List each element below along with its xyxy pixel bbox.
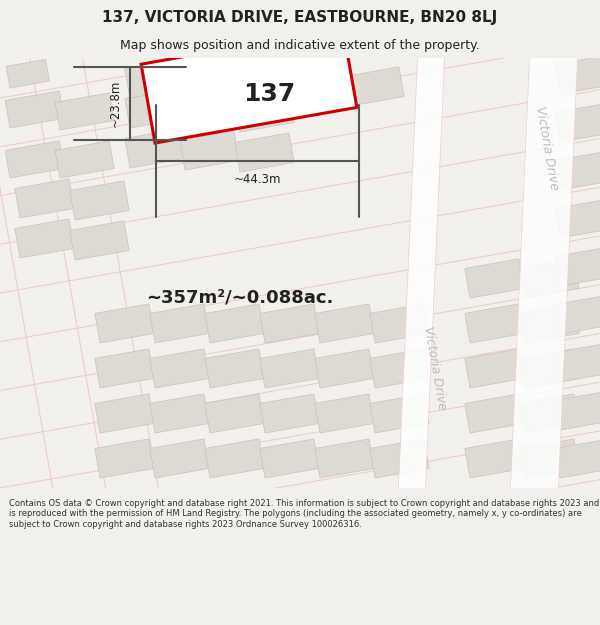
Text: Map shows position and indicative extent of the property.: Map shows position and indicative extent… [120, 39, 480, 52]
Polygon shape [205, 439, 264, 478]
Polygon shape [510, 48, 578, 498]
Polygon shape [55, 93, 114, 130]
Text: Contains OS data © Crown copyright and database right 2021. This information is : Contains OS data © Crown copyright and d… [9, 499, 599, 529]
Polygon shape [555, 439, 600, 478]
Polygon shape [55, 141, 114, 178]
Polygon shape [6, 59, 49, 88]
Polygon shape [370, 349, 429, 388]
Polygon shape [555, 199, 600, 238]
Polygon shape [95, 439, 154, 478]
Polygon shape [370, 304, 429, 343]
Polygon shape [180, 61, 239, 100]
Text: Victoria Drive: Victoria Drive [421, 325, 449, 411]
Polygon shape [260, 394, 319, 433]
Polygon shape [520, 259, 579, 298]
Polygon shape [260, 439, 319, 478]
Polygon shape [180, 131, 239, 170]
Polygon shape [555, 343, 600, 382]
Polygon shape [555, 391, 600, 430]
Polygon shape [150, 439, 209, 478]
Polygon shape [555, 247, 600, 286]
Polygon shape [235, 63, 294, 102]
Polygon shape [398, 48, 445, 498]
Polygon shape [345, 67, 404, 106]
Polygon shape [315, 349, 374, 388]
Polygon shape [180, 91, 239, 130]
Polygon shape [465, 259, 524, 298]
Polygon shape [70, 181, 129, 220]
Polygon shape [205, 349, 264, 388]
Text: 137, VICTORIA DRIVE, EASTBOURNE, BN20 8LJ: 137, VICTORIA DRIVE, EASTBOURNE, BN20 8L… [103, 10, 497, 25]
Text: 137: 137 [243, 82, 295, 106]
Polygon shape [315, 394, 374, 433]
Polygon shape [150, 304, 209, 343]
Polygon shape [235, 133, 294, 172]
Polygon shape [555, 55, 600, 94]
Polygon shape [465, 394, 524, 433]
Polygon shape [520, 439, 579, 478]
Polygon shape [5, 141, 64, 178]
Polygon shape [15, 179, 74, 218]
Polygon shape [15, 219, 74, 258]
Text: ~44.3m: ~44.3m [233, 173, 281, 186]
Polygon shape [95, 304, 154, 343]
Polygon shape [141, 29, 357, 143]
Polygon shape [520, 349, 579, 388]
Polygon shape [260, 349, 319, 388]
Polygon shape [150, 349, 209, 388]
Polygon shape [235, 93, 294, 132]
Polygon shape [555, 103, 600, 142]
Polygon shape [150, 394, 209, 433]
Polygon shape [555, 151, 600, 190]
Polygon shape [205, 304, 264, 343]
Polygon shape [315, 439, 374, 478]
Polygon shape [555, 295, 600, 334]
Polygon shape [465, 304, 524, 343]
Polygon shape [125, 89, 184, 128]
Polygon shape [370, 439, 429, 478]
Text: Victoria Drive: Victoria Drive [533, 105, 561, 191]
Polygon shape [520, 394, 579, 433]
Text: ~23.8m: ~23.8m [109, 80, 122, 128]
Polygon shape [315, 304, 374, 343]
Polygon shape [260, 304, 319, 343]
Polygon shape [125, 59, 184, 98]
Polygon shape [95, 394, 154, 433]
Polygon shape [520, 304, 579, 343]
Polygon shape [205, 394, 264, 433]
Polygon shape [95, 349, 154, 388]
Text: ~357m²/~0.088ac.: ~357m²/~0.088ac. [146, 289, 334, 307]
Polygon shape [465, 349, 524, 388]
Polygon shape [70, 221, 129, 260]
Polygon shape [125, 129, 184, 168]
Polygon shape [5, 91, 64, 128]
Polygon shape [290, 65, 349, 104]
Polygon shape [370, 394, 429, 433]
Polygon shape [465, 439, 524, 478]
